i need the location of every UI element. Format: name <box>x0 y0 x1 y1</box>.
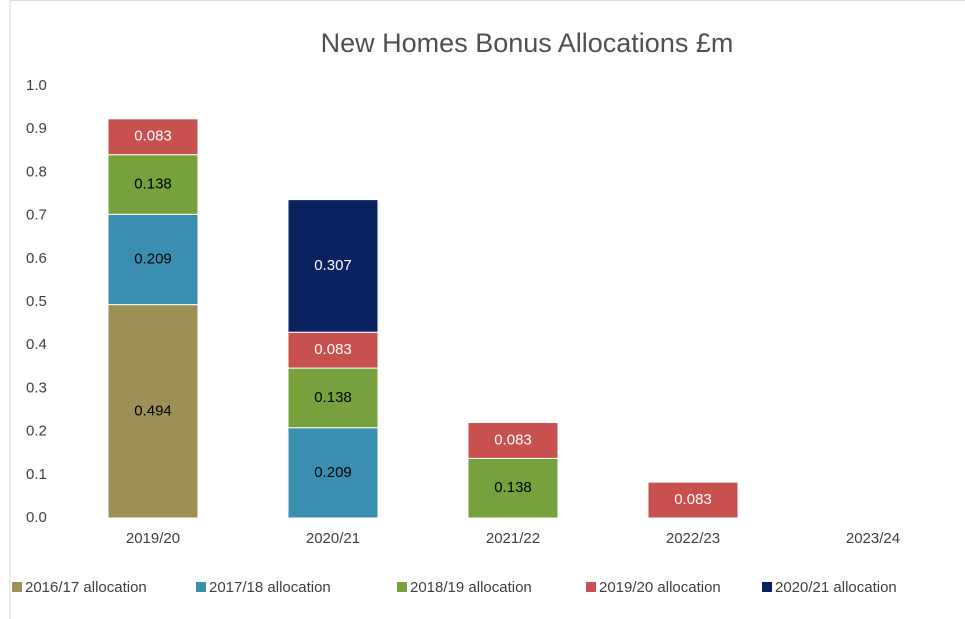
y-tick-label: 0.8 <box>26 163 47 180</box>
y-tick-label: 0.0 <box>26 509 47 526</box>
bar-segment <box>287 331 379 369</box>
data-label: 0.307 <box>314 257 352 274</box>
legend-swatch <box>12 582 22 592</box>
legend-label: 2019/20 allocation <box>599 579 721 596</box>
data-label: 0.083 <box>674 491 712 508</box>
legend-label: 2020/21 allocation <box>775 579 897 596</box>
data-label: 0.494 <box>134 402 172 419</box>
bar-segment <box>287 427 379 519</box>
y-tick-label: 1.0 <box>26 77 47 94</box>
data-label: 0.138 <box>494 479 532 496</box>
legend-swatch <box>586 582 596 592</box>
data-label: 0.083 <box>494 431 532 448</box>
data-label: 0.083 <box>134 128 172 145</box>
y-tick-label: 0.9 <box>26 120 47 137</box>
y-tick-label: 0.7 <box>26 207 47 224</box>
x-tick-label: 2023/24 <box>846 530 900 547</box>
data-label: 0.138 <box>134 175 172 192</box>
bar-segment <box>107 304 199 519</box>
bar-segment <box>287 199 379 333</box>
bar-segment <box>467 422 559 459</box>
data-label: 0.083 <box>314 341 352 358</box>
legend-label: 2016/17 allocation <box>25 579 147 596</box>
x-tick-label: 2020/21 <box>306 530 360 547</box>
data-label: 0.138 <box>314 389 352 406</box>
data-label: 0.209 <box>314 464 352 481</box>
x-tick-label: 2022/23 <box>666 530 720 547</box>
legend-swatch <box>397 582 407 592</box>
bar-segment <box>107 118 199 156</box>
y-tick-label: 0.4 <box>26 336 47 353</box>
x-tick-label: 2019/20 <box>126 530 180 547</box>
data-label: 0.209 <box>134 250 172 267</box>
legend-swatch <box>762 582 772 592</box>
legend-label: 2017/18 allocation <box>209 579 331 596</box>
bar-segment <box>647 481 739 519</box>
legend-label: 2018/19 allocation <box>410 579 532 596</box>
y-tick-label: 0.3 <box>26 379 47 396</box>
y-tick-label: 0.6 <box>26 250 47 267</box>
bar-segment <box>467 457 559 519</box>
y-tick-label: 0.2 <box>26 423 47 440</box>
bar-segment <box>287 367 379 429</box>
x-tick-label: 2021/22 <box>486 530 540 547</box>
y-tick-label: 0.1 <box>26 466 47 483</box>
y-tick-label: 0.5 <box>26 293 47 310</box>
bar-segment <box>107 154 199 215</box>
chart-title: New Homes Bonus Allocations £m <box>321 28 734 58</box>
legend-swatch <box>196 582 206 592</box>
